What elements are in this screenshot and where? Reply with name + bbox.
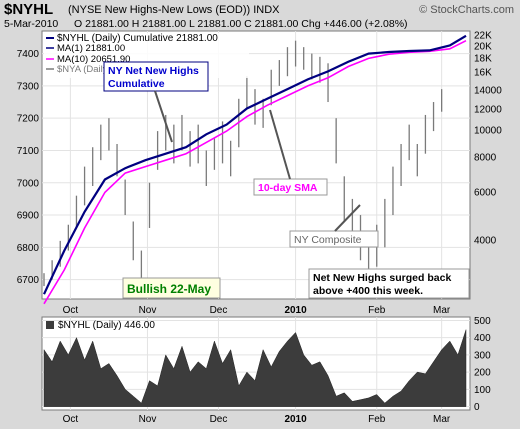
x-tick-label: Oct (63, 305, 79, 316)
lower-x-tick-label: 2010 (284, 414, 307, 425)
x-tick-label: Nov (139, 305, 157, 316)
x-tick-label: Mar (433, 305, 451, 316)
y-tick-label: 7000 (17, 178, 40, 189)
chart-quote: O 21881.00 H 21881.00 L 21881.00 C 21881… (74, 18, 408, 30)
y-tick-label: 7300 (17, 81, 40, 92)
lower-x-tick-label: Oct (63, 414, 79, 425)
net-new-highs-area (43, 329, 467, 407)
lower-y-tick-label: 100 (474, 385, 491, 396)
lower-panel-label: $NYHL (Daily) 446.00 (58, 320, 155, 331)
y-right-tick-label: 16K (474, 68, 492, 79)
chart-symbol: $NYHL (4, 1, 53, 18)
lower-y-tick-label: 300 (474, 350, 491, 361)
y-right-tick-label: 4000 (474, 236, 497, 247)
annotation-bullish-box (122, 277, 221, 299)
lower-x-tick-label: Dec (210, 414, 228, 425)
y-right-tick-label: 12000 (474, 105, 502, 116)
annotation-sma-arrow (269, 109, 291, 180)
annotation-composite: NY Composite (294, 234, 362, 246)
chart-name: (NYSE New Highs-New Lows (EOD)) INDX (68, 4, 280, 16)
lower-y-tick-label: 400 (474, 333, 491, 344)
annotation-cumulative-line2: Cumulative (108, 78, 165, 90)
y-right-tick-label: 20K (474, 42, 492, 53)
lower-right-axis: 0 100 200 300 400 500 (474, 316, 491, 413)
annotation-cumulative-box (103, 61, 209, 92)
y-right-tick-label: 8000 (474, 153, 497, 164)
y-right-tick-label: 6000 (474, 188, 497, 199)
lower-y-tick-label: 500 (474, 316, 491, 327)
annotation-sma: 10-day SMA (258, 182, 318, 194)
x-tick-label: Dec (210, 305, 228, 316)
x-tick-label: 2010 (284, 305, 307, 316)
lower-x-tick-label: Feb (368, 414, 386, 425)
lower-x-axis: Oct Nov Dec 2010 Feb Mar (63, 414, 451, 425)
lower-x-tick-label: Nov (139, 414, 157, 425)
upper-left-axis: 6700 6800 6900 7000 7100 7200 7300 7400 (17, 49, 40, 286)
y-tick-label: 7200 (17, 114, 40, 125)
legend-item-ma1: MA(1) 21881.00 (57, 43, 125, 54)
cumulative-line (43, 34, 467, 295)
watermark: © StockCharts.com (419, 4, 514, 16)
annotation-cumulative-arrow (154, 90, 173, 143)
lower-x-tick-label: Mar (433, 414, 451, 425)
y-tick-label: 7100 (17, 146, 40, 157)
chart-date: 5-Mar-2010 (4, 18, 58, 30)
annotation-cumulative-line1: NY Net New Highs (108, 65, 199, 77)
annotation-composite-arrow (334, 204, 361, 232)
legend-item-composite: $NYA (Daily) (57, 64, 111, 75)
lower-legend-swatch (46, 321, 54, 329)
y-right-tick-label: 14000 (474, 86, 502, 97)
y-tick-label: 6900 (17, 211, 40, 222)
annotation-surge-box (308, 268, 470, 299)
upper-x-axis: Oct Nov Dec 2010 Feb Mar (63, 305, 451, 316)
annotation-surge-line2: above +400 this week. (313, 285, 423, 297)
y-right-tick-label: 22K (474, 31, 492, 42)
x-tick-label: Feb (368, 305, 386, 316)
y-tick-label: 6700 (17, 275, 40, 286)
legend-item-cumulative: $NYHL (Daily) Cumulative 21881.00 (57, 33, 218, 44)
y-tick-label: 6800 (17, 243, 40, 254)
annotation-surge-line1: Net New Highs surged back (313, 272, 451, 284)
annotation-bullish: Bullish 22-May (127, 282, 211, 296)
y-tick-label: 7400 (17, 49, 40, 60)
annotation-composite-box (289, 230, 379, 248)
y-right-tick-label: 18K (474, 54, 492, 65)
y-right-tick-label: 10000 (474, 126, 502, 137)
annotation-sma-box (253, 178, 328, 196)
lower-y-tick-label: 0 (474, 402, 480, 413)
lower-y-tick-label: 200 (474, 368, 491, 379)
ma10-line (43, 39, 467, 305)
legend-item-ma10: MA(10) 20651.90 (57, 54, 130, 65)
